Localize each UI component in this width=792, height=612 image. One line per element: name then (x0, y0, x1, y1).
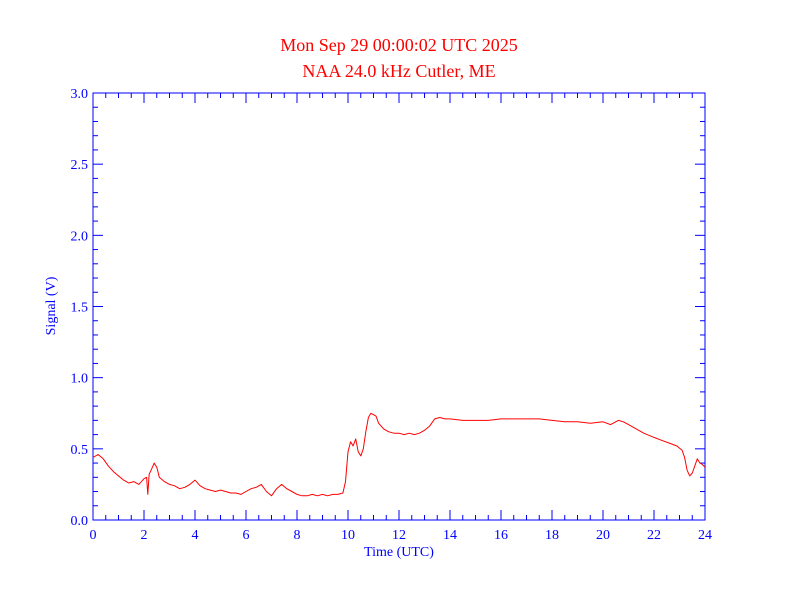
y-axis-label: Signal (V) (44, 276, 59, 335)
x-tick-label: 18 (545, 528, 559, 543)
x-tick-label: 12 (392, 528, 406, 543)
y-tick-label: 2.0 (71, 229, 89, 244)
x-tick-label: 14 (443, 528, 457, 543)
series-line-0 (92, 412, 706, 497)
x-tick-label: 0 (90, 528, 97, 543)
plot-frame (92, 92, 706, 521)
x-tick-label: 2 (141, 528, 148, 543)
x-tick-label: 4 (192, 528, 199, 543)
x-tick-label: 10 (341, 528, 355, 543)
x-tick-label: 20 (596, 528, 610, 543)
y-tick-label: 3.0 (71, 87, 89, 102)
chart-subtitle: NAA 24.0 kHz Cutler, ME (302, 61, 495, 81)
x-tick-label: 16 (494, 528, 508, 543)
x-axis-label: Time (UTC) (364, 545, 434, 560)
y-tick-label: 1.5 (71, 301, 89, 316)
y-tick-label: 0.5 (71, 443, 89, 458)
y-tick-label: 2.5 (71, 158, 89, 173)
axis-tick-labels: 0 2 4 6 8 10 12 14 16 18 20 22 240.00.51.01.52.02.53… (71, 87, 713, 543)
chart-title: Mon Sep 29 00:00:02 UTC 2025 (280, 35, 518, 55)
y-tick-label: 0.0 (71, 514, 89, 529)
x-tick-label: 8 (294, 528, 301, 543)
x-tick-label: 6 (243, 528, 250, 543)
axis-ticks (92, 92, 706, 521)
x-tick-label: 24 (698, 528, 712, 543)
x-tick-label: 22 (647, 528, 661, 543)
y-tick-label: 1.0 (71, 372, 89, 387)
series-group (92, 412, 706, 497)
